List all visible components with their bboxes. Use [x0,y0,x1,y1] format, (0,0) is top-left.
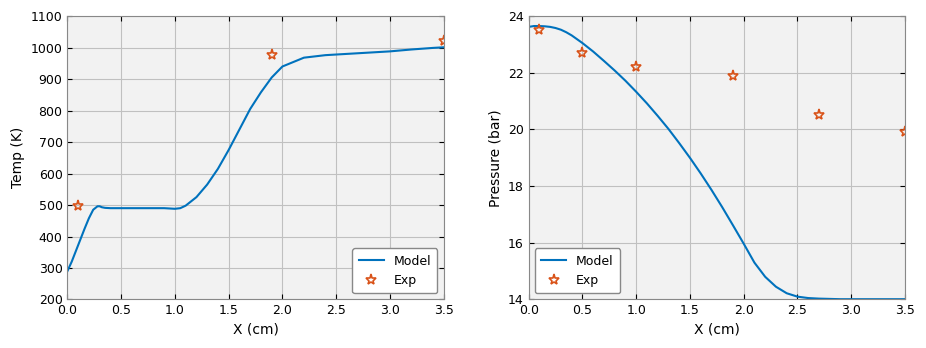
Model [244,107,256,111]
Model [792,294,803,299]
Line: Model: Model [529,26,905,299]
Model [92,204,103,208]
Model [663,127,674,131]
Model [728,223,739,227]
Exp [438,39,449,43]
Model [96,205,107,209]
Model [813,296,824,301]
Model [706,188,717,192]
Model [70,248,81,253]
X-axis label: X (cm): X (cm) [232,323,279,337]
Model [539,24,550,29]
Model [534,24,545,28]
Model [169,207,181,211]
Line: Model: Model [68,47,444,271]
Model [631,90,642,94]
Model [577,41,588,45]
Model [544,25,556,29]
Model [428,46,439,50]
Model [878,297,889,301]
Legend: Model, Exp: Model, Exp [535,248,620,293]
Model [181,204,192,208]
Model [609,69,620,73]
Model [867,297,878,301]
Exp [577,51,588,55]
Model [191,195,202,199]
Model [234,127,245,132]
Model [212,167,223,171]
Model [256,90,267,94]
Model [342,52,353,56]
Model [79,227,90,231]
Model [835,297,846,301]
Line: Exp: Exp [534,25,910,138]
Model [845,297,857,301]
Model [738,242,749,246]
Model [62,269,73,273]
Exp [266,53,277,57]
Model [83,216,94,220]
Model [66,260,77,264]
Model [158,206,169,210]
Model [889,297,900,301]
Model [673,141,684,145]
Model [137,206,148,210]
Exp [631,65,642,69]
Model [99,206,110,210]
Model [598,59,609,63]
Model [550,26,561,30]
Line: Exp: Exp [72,35,449,211]
Model [857,297,868,301]
Model [126,206,137,210]
Y-axis label: Temp (K): Temp (K) [11,127,25,188]
Model [588,49,599,54]
Exp [728,73,739,78]
Model [319,53,331,57]
Legend: Model, Exp: Model, Exp [352,248,437,293]
Model [202,182,213,187]
Model [298,56,309,60]
Model [561,30,572,34]
Model [759,275,770,279]
Model [642,101,653,105]
Model [438,45,449,49]
Model [384,49,395,54]
Exp [813,113,824,117]
Model [75,238,86,242]
Model [223,148,234,152]
Exp [72,204,83,208]
Model [175,206,186,210]
Model [556,27,567,32]
Model [523,25,534,29]
Model [406,47,417,52]
Model [105,206,116,210]
Model [824,297,835,301]
Model [717,205,728,209]
Model [899,297,910,301]
Model [782,291,793,295]
Y-axis label: Pressure (bar): Pressure (bar) [488,109,503,207]
Model [529,24,540,28]
X-axis label: X (cm): X (cm) [694,323,740,337]
Model [277,64,288,69]
Model [148,206,159,210]
Model [88,208,99,212]
Model [803,296,814,300]
Model [619,79,631,83]
Model [770,285,782,289]
Exp [899,130,910,134]
Model [363,50,374,55]
Model [116,206,127,210]
Model [94,204,106,208]
Model [266,76,277,80]
Exp [534,28,545,32]
Model [684,156,695,160]
Model [695,171,707,175]
Model [749,261,760,265]
Model [566,33,577,38]
Model [652,114,663,118]
